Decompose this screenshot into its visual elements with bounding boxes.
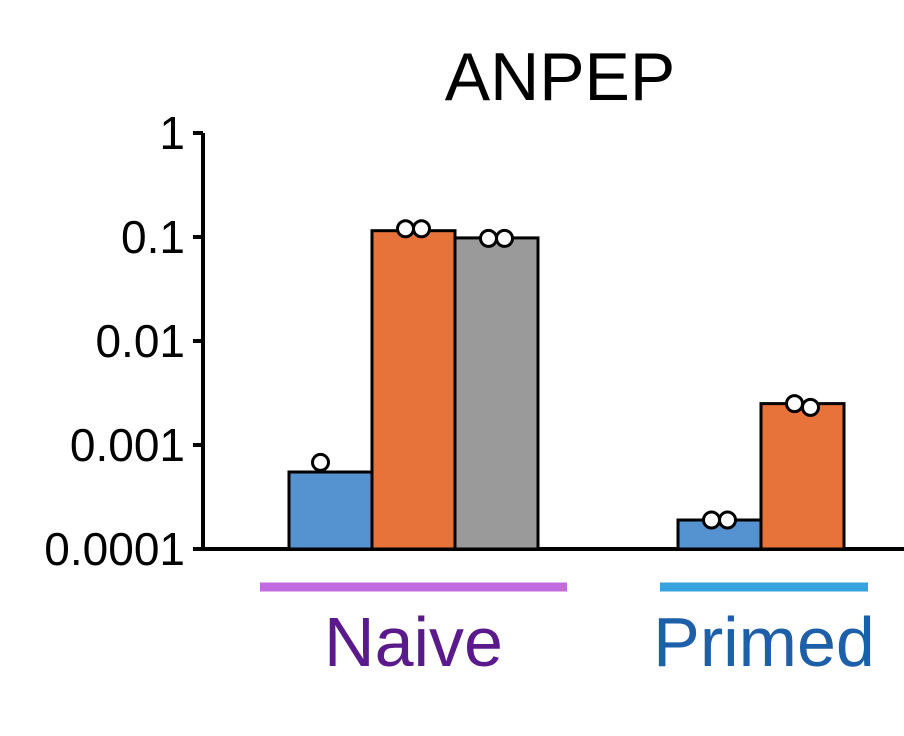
y-tick-label: 0.001 bbox=[70, 419, 185, 471]
data-point bbox=[785, 394, 804, 414]
y-tick-label: 0.01 bbox=[95, 315, 185, 367]
group-labels: Naive Primed bbox=[260, 582, 875, 681]
data-point bbox=[801, 397, 820, 417]
data-point bbox=[479, 228, 498, 248]
group-label-naive: Naive bbox=[324, 603, 503, 681]
axes: 1 0.1 0.01 0.001 0.0001 bbox=[44, 107, 904, 575]
data-point bbox=[412, 219, 431, 239]
y-tick-label: 0.0001 bbox=[44, 523, 185, 575]
data-point bbox=[396, 219, 415, 239]
data-point bbox=[311, 452, 330, 472]
y-tick-label: 0.1 bbox=[121, 211, 185, 263]
group-label-primed: Primed bbox=[653, 603, 875, 681]
data-point bbox=[702, 510, 721, 530]
data-points bbox=[311, 219, 820, 530]
data-point bbox=[718, 510, 737, 530]
data-point bbox=[495, 228, 514, 248]
bar-primed-2 bbox=[759, 402, 846, 551]
bar-naive-1 bbox=[287, 470, 374, 551]
bar-naive-2 bbox=[370, 229, 457, 551]
bar-naive-3 bbox=[453, 236, 540, 551]
chart-title: ANPEP bbox=[445, 39, 676, 115]
y-tick-label: 1 bbox=[159, 107, 185, 159]
bars bbox=[287, 229, 846, 551]
